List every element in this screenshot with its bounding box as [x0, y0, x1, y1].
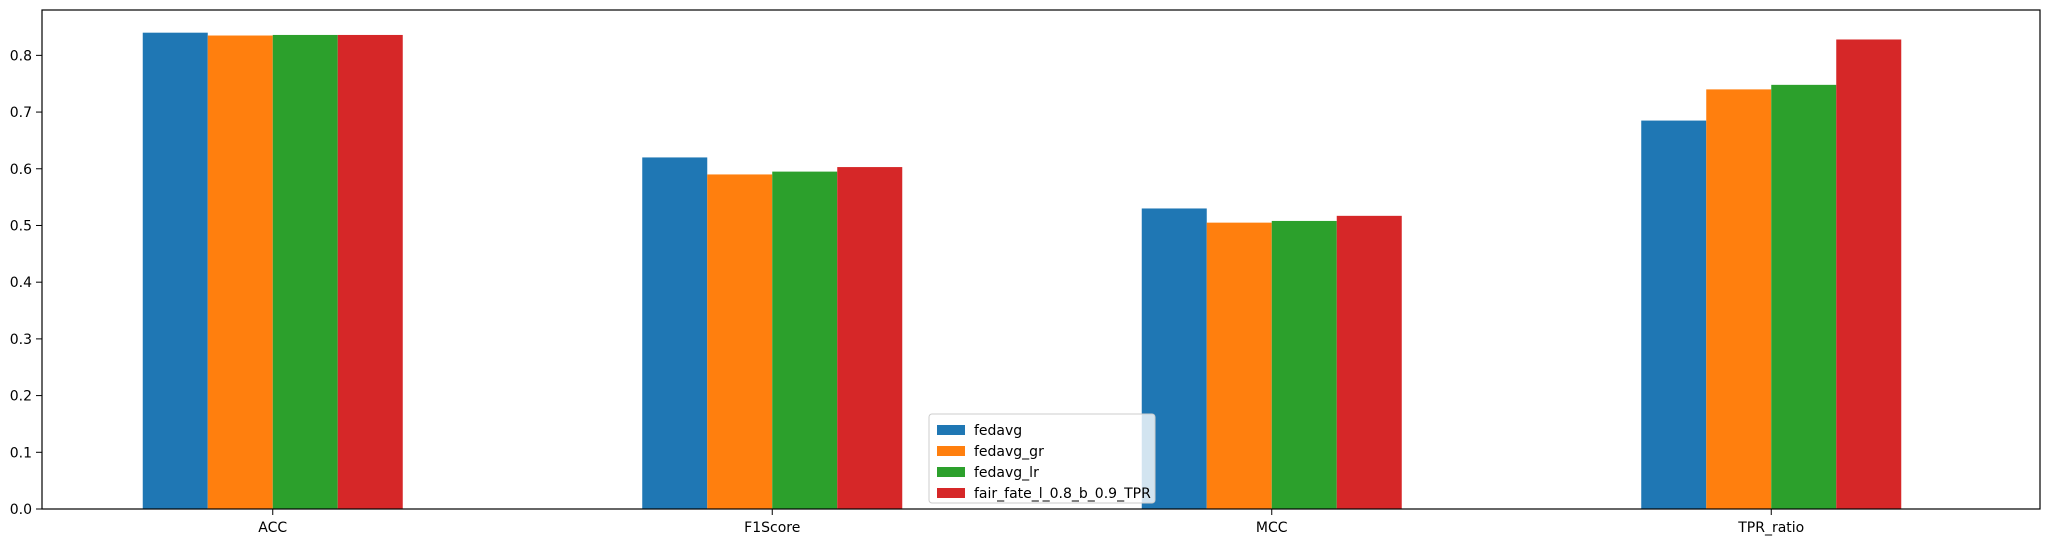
bar-fair_fate_l_0.8_b_0.9_TPR-TPR_ratio: [1836, 39, 1902, 510]
x-tick-label-F1Score: F1Score: [744, 520, 800, 536]
bar-fedavg-F1Score: [642, 157, 708, 509]
bar-fedavg_lr-ACC: [272, 34, 338, 509]
y-tick-label: 0.2: [10, 389, 32, 405]
legend-label-fedavg_gr: fedavg_gr: [974, 444, 1044, 460]
y-tick-label: 0.8: [10, 48, 32, 64]
bars-layer: [142, 32, 1902, 510]
y-tick-label: 0.7: [10, 105, 32, 121]
bar-fedavg_lr-TPR_ratio: [1771, 84, 1837, 509]
legend-swatch-fair_fate_l_0.8_b_0.9_TPR: [937, 488, 965, 498]
bar-fedavg_gr-F1Score: [707, 174, 773, 509]
x-tick-label-MCC: MCC: [1256, 520, 1288, 536]
bar-fedavg-TPR_ratio: [1641, 120, 1707, 510]
x-tick-label-ACC: ACC: [258, 520, 287, 536]
bar-fair_fate_l_0.8_b_0.9_TPR-F1Score: [837, 167, 903, 509]
legend: fedavg fedavg_gr fedavg_lr fair_fate_l_0.8_…: [928, 413, 1156, 504]
bar-fedavg_lr-F1Score: [772, 171, 838, 509]
y-axis: 0.0 0.1 0.2 0.3 0.4 0.5 0.6 0.7 0.8: [10, 48, 42, 518]
y-tick-label: 0.1: [10, 445, 32, 461]
x-tick-label-TPR_ratio: TPR_ratio: [1737, 520, 1804, 536]
bar-fedavg_gr-ACC: [207, 35, 273, 510]
y-tick-label: 0.4: [10, 275, 32, 291]
legend-swatch-fedavg_lr: [937, 467, 965, 477]
legend-label-fair_fate_l_0.8_b_0.9_TPR: fair_fate_l_0.8_b_0.9_TPR: [974, 486, 1151, 502]
y-tick-label: 0.3: [10, 332, 32, 348]
y-tick-label: 0.6: [10, 162, 32, 178]
bar-fair_fate_l_0.8_b_0.9_TPR-MCC: [1336, 215, 1402, 509]
bar-fedavg_lr-MCC: [1271, 220, 1337, 509]
x-axis: ACC F1Score MCC TPR_ratio: [258, 509, 1804, 536]
plot-frame: [41, 9, 2041, 510]
y-tick-label: 0.0: [10, 502, 32, 518]
bar-fair_fate_l_0.8_b_0.9_TPR-ACC: [337, 34, 403, 509]
legend-label-fedavg_lr: fedavg_lr: [974, 465, 1039, 481]
bar-fedavg_gr-TPR_ratio: [1706, 89, 1772, 510]
y-tick-label: 0.5: [10, 218, 32, 234]
legend-swatch-fedavg_gr: [937, 446, 965, 456]
legend-box: [928, 413, 1156, 504]
legend-label-fedavg: fedavg: [974, 423, 1022, 439]
legend-swatch-fedavg: [937, 425, 965, 435]
bar-fedavg-ACC: [142, 32, 208, 509]
bar-fedavg_gr-MCC: [1206, 222, 1272, 510]
